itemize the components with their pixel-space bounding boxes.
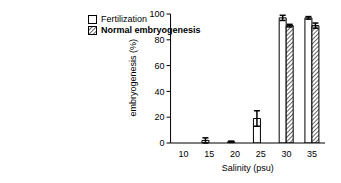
svg-text:10: 10 (178, 149, 188, 159)
svg-text:100: 100 (150, 9, 165, 19)
svg-text:Salinity (psu): Salinity (psu) (222, 163, 274, 173)
html-text:Normal embryogenesis: Normal embryogenesis (101, 25, 201, 35)
svg-text:20: 20 (155, 112, 165, 122)
svg-text:35: 35 (307, 149, 317, 159)
svg-text:embryogenesis (%): embryogenesis (%) (128, 39, 138, 117)
svg-text:30: 30 (281, 149, 291, 159)
svg-text:60: 60 (155, 61, 165, 71)
svg-text:25: 25 (256, 149, 266, 159)
svg-text:15: 15 (204, 149, 214, 159)
svg-text:80: 80 (155, 35, 165, 45)
svg-text:0: 0 (160, 138, 165, 148)
html-text:Fertilization: Fertilization (101, 14, 147, 24)
svg-text:40: 40 (155, 87, 165, 97)
svg-text:20: 20 (230, 149, 240, 159)
